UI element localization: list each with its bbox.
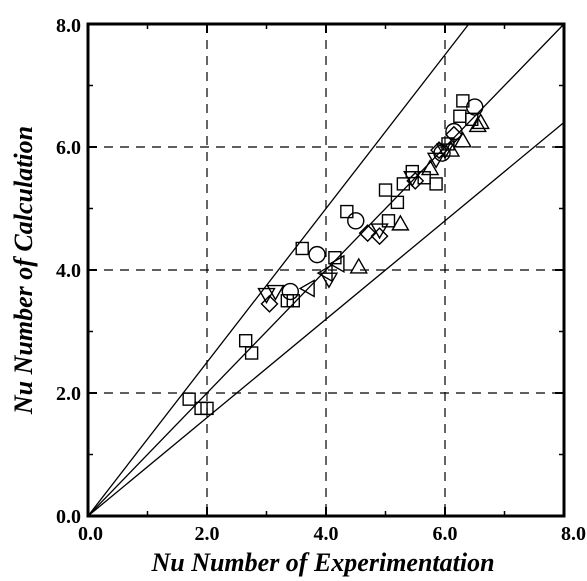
data-point-triangle-down (370, 223, 389, 240)
data-point-triangle-left (298, 279, 315, 298)
x-axis-title: Nu Number of Experimentation (150, 548, 494, 577)
y-tick-label: 6.0 (56, 137, 81, 159)
data-point-triangle-up (420, 159, 440, 176)
y-tick-label: 4.0 (56, 260, 81, 282)
data-point-square (200, 401, 214, 416)
data-point-square (340, 204, 354, 219)
data-point-circle (466, 98, 484, 116)
data-point-triangle-up (391, 214, 410, 231)
reference-line (87, 121, 565, 517)
x-tick-label: 6.0 (433, 523, 458, 545)
data-point-square (453, 109, 467, 123)
data-point-diamond (444, 125, 463, 144)
data-point-triangle-down (266, 284, 285, 301)
y-axis-title: Nu Number of Calculation (9, 126, 38, 415)
reference-lines (87, 23, 565, 517)
data-point-square (429, 177, 443, 191)
data-point-square (328, 250, 342, 265)
data-point-diamond (260, 294, 279, 313)
data-point-triangle-left (316, 263, 333, 283)
data-point-triangle-left (328, 254, 345, 274)
reference-line (87, 23, 470, 517)
data-point-square (286, 294, 300, 308)
data-point-triangle-down (426, 152, 446, 169)
data-points (182, 94, 490, 416)
data-point-triangle-up (453, 131, 473, 148)
data-point-triangle-up (349, 257, 368, 274)
data-point-square (238, 334, 253, 348)
data-point-square (390, 195, 405, 210)
data-point-triangle-down (435, 143, 455, 160)
x-tick-label: 2.0 (195, 523, 220, 545)
data-point-square (244, 346, 259, 360)
data-point-diamond (358, 224, 377, 243)
data-point-diamond (430, 141, 449, 160)
data-point-triangle-down (403, 171, 422, 188)
x-tick-label: 0.0 (78, 523, 103, 545)
data-point-triangle-up (468, 116, 487, 133)
data-point-square (182, 392, 196, 406)
data-point-triangle-up (471, 112, 490, 130)
reference-line (87, 23, 565, 517)
y-tick-label: 2.0 (56, 383, 81, 405)
data-point-circle (281, 282, 299, 301)
data-point-circle (445, 122, 463, 141)
data-point-square (295, 241, 309, 256)
data-point-triangle-down (257, 287, 276, 305)
data-point-square (378, 183, 393, 197)
tick-marks (87, 23, 565, 517)
data-point-circle (347, 212, 365, 230)
y-tick-label: 0.0 (56, 506, 81, 528)
tick-labels: 0.0 2.0 4.0 6.0 8.0 0.0 2.0 4.0 6.0 8.0 (56, 15, 586, 545)
data-point-diamond (370, 227, 389, 246)
data-point-triangle-down (319, 272, 339, 289)
data-point-square (381, 214, 396, 228)
x-tick-label: 4.0 (314, 523, 339, 545)
x-tick-label: 8.0 (561, 523, 586, 545)
y-tick-label: 8.0 (56, 15, 81, 37)
data-point-circle (308, 245, 326, 264)
data-point-diamond (406, 171, 425, 190)
